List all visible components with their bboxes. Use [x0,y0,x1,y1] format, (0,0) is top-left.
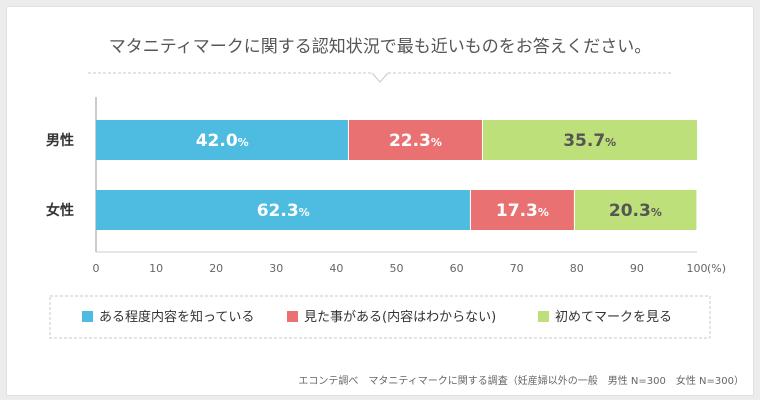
bar-segment [470,190,575,230]
x-tick-label: 100 [687,262,708,275]
x-tick-label: 40 [329,262,343,275]
legend-swatch [82,311,93,322]
legend-swatch [538,311,549,322]
x-tick-label: 10 [149,262,163,275]
legend-box [49,295,711,339]
bar-segment [482,120,697,160]
category-label: 男性 [46,132,74,149]
data-label: 22.3% [389,131,442,151]
x-tick-label: 60 [450,262,464,275]
chart-title: マタニティマークに関する認知状況で最も近いものをお答えください。 [109,37,651,57]
x-tick-label: 20 [209,262,223,275]
bar-segment [96,120,349,160]
x-tick-label: 70 [510,262,524,275]
x-tick-label: 0 [93,262,100,275]
x-tick-label: 50 [390,262,404,275]
x-unit-label: (%) [707,262,726,275]
legend-swatch [287,311,298,322]
title-divider-notch [371,72,389,83]
data-label: 62.3% [257,201,310,221]
source-note: エコンテ調べ マタニティマークに関する調査（妊産婦以外の一般 男性 N=300 … [298,374,744,387]
category-label: 女性 [46,202,74,219]
data-label: 42.0% [196,131,249,151]
x-tick-label: 30 [269,262,283,275]
x-tick-label: 80 [570,262,584,275]
bar-segment [348,120,483,160]
data-label: 35.7% [563,131,616,151]
legend-label: ある程度内容を知っている [99,309,254,325]
data-label: 17.3% [496,201,549,221]
plot-area: 0 10 20 30 40 50 60 70 80 90 100 (%) 男性 42.0% 22.3% 35.… [46,97,726,275]
x-tick-label: 90 [630,262,644,275]
bar-segment [96,190,471,230]
legend: ある程度内容を知っている 見た事がある(内容はわからない) 初めてマークを見る [82,309,672,325]
bar-segment [574,190,697,230]
legend-label: 見た事がある(内容はわからない) [304,309,496,325]
data-label: 20.3% [609,201,662,221]
legend-label: 初めてマークを見る [555,310,672,325]
